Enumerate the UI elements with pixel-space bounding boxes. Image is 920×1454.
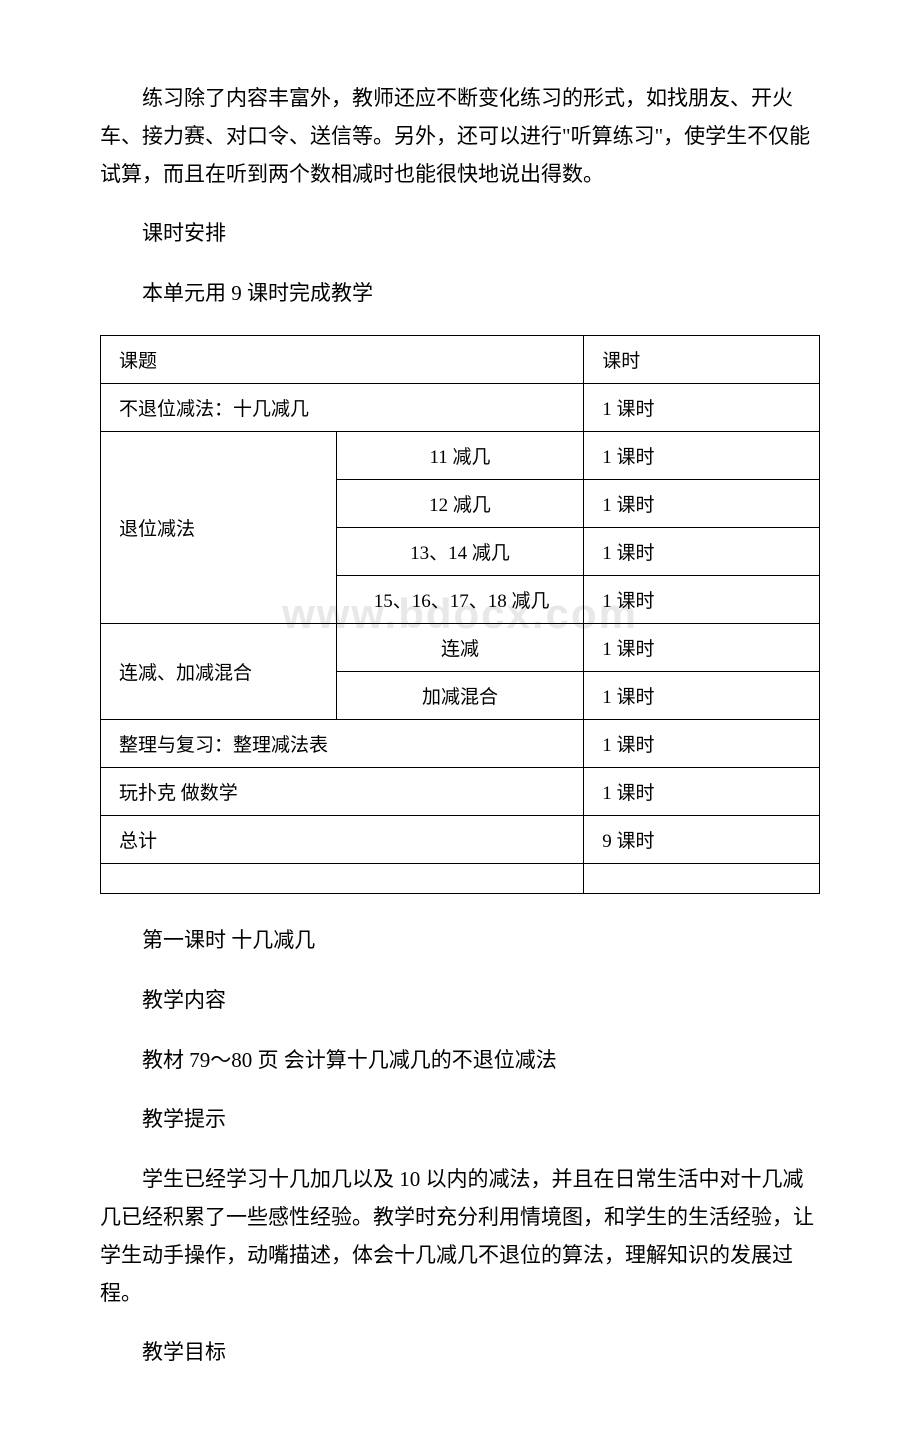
table-row: 玩扑克 做数学 1 课时 — [101, 767, 820, 815]
goal-label: 教学目标 — [100, 1334, 820, 1372]
row-topic: 总计 — [101, 815, 584, 863]
row-time: 1 课时 — [584, 719, 820, 767]
row-subtopic: 11 减几 — [336, 431, 584, 479]
row-time: 9 课时 — [584, 815, 820, 863]
row-topic: 不退位减法：十几减几 — [101, 383, 584, 431]
row-time: 1 课时 — [584, 671, 820, 719]
table-header-row: 课题 课时 — [101, 335, 820, 383]
tips-label: 教学提示 — [100, 1101, 820, 1139]
schedule-table-container: 课题 课时 不退位减法：十几减几 1 课时 退位减法 11 减几 1 课时 12… — [100, 335, 820, 894]
row-time: 1 课时 — [584, 527, 820, 575]
content-label: 教学内容 — [100, 982, 820, 1020]
table-row: 连减、加减混合 连减 1 课时 — [101, 623, 820, 671]
table-row: 不退位减法：十几减几 1 课时 — [101, 383, 820, 431]
row-subtopic: 15、16、17、18 减几 — [336, 575, 584, 623]
row-subtopic: 12 减几 — [336, 479, 584, 527]
schedule-title: 课时安排 — [100, 215, 820, 253]
empty-cell — [584, 863, 820, 893]
empty-cell — [101, 863, 584, 893]
table-empty-row — [101, 863, 820, 893]
schedule-table: 课题 课时 不退位减法：十几减几 1 课时 退位减法 11 减几 1 课时 12… — [100, 335, 820, 894]
row-topic: 玩扑克 做数学 — [101, 767, 584, 815]
lesson-title: 第一课时 十几减几 — [100, 922, 820, 960]
row-time: 1 课时 — [584, 623, 820, 671]
intro-paragraph: 练习除了内容丰富外，教师还应不断变化练习的形式，如找朋友、开火车、接力赛、对口令… — [100, 80, 820, 193]
row-topic: 整理与复习：整理减法表 — [101, 719, 584, 767]
row-subtopic: 连减 — [336, 623, 584, 671]
table-row: 整理与复习：整理减法表 1 课时 — [101, 719, 820, 767]
row-group-label: 退位减法 — [101, 431, 337, 623]
tips-description: 学生已经学习十几加几以及 10 以内的减法，并且在日常生活中对十几减几已经积累了… — [100, 1161, 820, 1312]
header-topic: 课题 — [101, 335, 584, 383]
row-subtopic: 加减混合 — [336, 671, 584, 719]
header-time: 课时 — [584, 335, 820, 383]
schedule-description: 本单元用 9 课时完成教学 — [100, 275, 820, 313]
content-description: 教材 79～80 页 会计算十几减几的不退位减法 — [100, 1042, 820, 1080]
row-time: 1 课时 — [584, 575, 820, 623]
table-row: 总计 9 课时 — [101, 815, 820, 863]
table-row: 退位减法 11 减几 1 课时 — [101, 431, 820, 479]
row-group-label: 连减、加减混合 — [101, 623, 337, 719]
row-time: 1 课时 — [584, 431, 820, 479]
row-time: 1 课时 — [584, 479, 820, 527]
row-time: 1 课时 — [584, 383, 820, 431]
row-time: 1 课时 — [584, 767, 820, 815]
row-subtopic: 13、14 减几 — [336, 527, 584, 575]
